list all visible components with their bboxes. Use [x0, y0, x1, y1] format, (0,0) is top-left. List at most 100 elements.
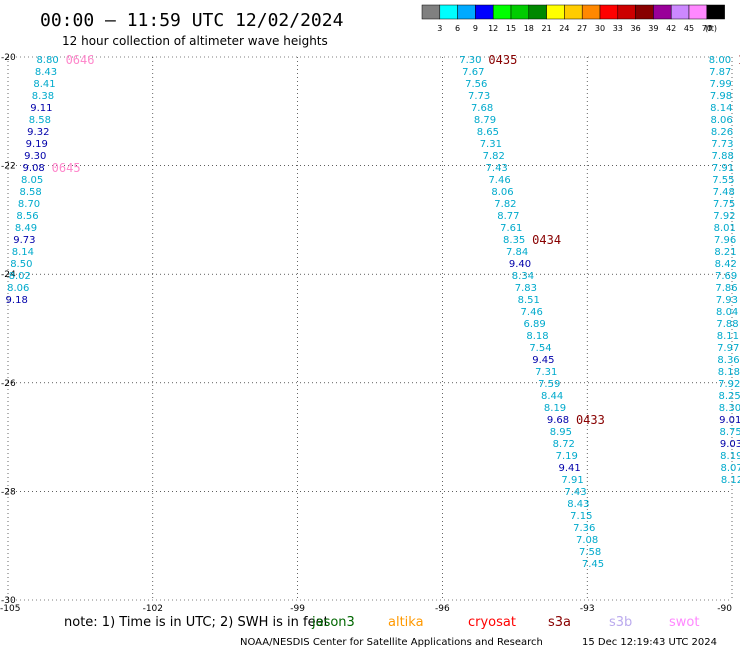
- legend-units: (ft): [705, 24, 717, 33]
- footer-note: note: 1) Time is in UTC; 2) SWH is in fe…: [64, 615, 329, 630]
- wave-height-label: 8.41: [33, 79, 55, 90]
- pass-time-label: 0433: [576, 413, 605, 427]
- wave-height-label: 7.88: [712, 151, 734, 162]
- wave-height-label: 9.32: [27, 127, 49, 138]
- wave-height-label: 8.06: [711, 115, 733, 126]
- wave-height-label: 7.30: [459, 55, 481, 66]
- wave-height-label: 8.25: [718, 391, 740, 402]
- legend-swatch: [581, 4, 601, 20]
- legend-swatch: [688, 4, 708, 20]
- axis-ticks: -20 -22 -24 -26 -28 -30-105 -102 -99 -96 -93 -90: [0, 53, 732, 614]
- chart-title: 00:00 – 11:59 UTC 12/02/2024: [40, 10, 343, 31]
- wave-height-label: 7.48: [713, 187, 735, 198]
- wave-height-label: 6.89: [523, 319, 545, 330]
- wave-height-label: 7.61: [500, 223, 522, 234]
- wave-height-label: 8.04: [716, 307, 738, 318]
- credit-text: NOAA/NESDIS Center for Satellite Applica…: [240, 637, 543, 648]
- satellite-name: altika: [388, 615, 424, 630]
- legend-swatch: [546, 4, 565, 20]
- wave-height-label: 7.08: [576, 535, 598, 546]
- pass-time-label: 1: [738, 53, 740, 67]
- wave-height-label: 8.12: [721, 475, 740, 486]
- satellite-legend: jason3 altika cryosat s3a s3b swot: [311, 615, 699, 630]
- x-tick-label: -90: [717, 604, 732, 614]
- wave-height-label: 7.96: [714, 235, 736, 246]
- y-tick-label: -26: [1, 379, 16, 389]
- pass-time-label: 0434: [532, 233, 561, 247]
- wave-height-label: 8.65: [477, 127, 499, 138]
- satellite-name: s3a: [548, 615, 571, 630]
- wave-height-label: 8.50: [10, 259, 32, 270]
- wave-height-label: 9.30: [24, 151, 46, 162]
- wave-height-label: 7.45: [582, 559, 604, 570]
- wave-height-label: 8.18: [526, 331, 548, 342]
- chart-subtitle: 12 hour collection of altimeter wave hei…: [62, 34, 328, 48]
- wave-height-label: 7.31: [535, 367, 557, 378]
- wave-height-label: 7.91: [561, 475, 583, 486]
- wave-height-label: 9.45: [532, 355, 554, 366]
- wave-height-label: 8.21: [714, 247, 736, 258]
- wave-height-label: 9.01: [719, 415, 740, 426]
- satellite-name: jason3: [311, 615, 355, 630]
- legend-swatch: [653, 4, 672, 20]
- wave-height-label: 7.92: [713, 211, 735, 222]
- legend-swatch: [617, 4, 636, 20]
- legend-swatch: [670, 4, 690, 20]
- legend-swatch: [706, 4, 725, 20]
- wave-height-label: 9.08: [23, 163, 45, 174]
- wave-height-label: 8.38: [32, 91, 54, 102]
- legend-label: 18: [524, 24, 534, 33]
- wave-height-label: 8.77: [497, 211, 519, 222]
- x-tick-label: -99: [290, 604, 305, 614]
- wave-height-label: 8.18: [718, 367, 740, 378]
- wave-height-label: 9.68: [547, 415, 569, 426]
- pass-time-label: 0435: [488, 53, 517, 67]
- wave-height-label: 8.56: [16, 211, 38, 222]
- y-tick-label: -24: [1, 270, 16, 280]
- x-tick-label: -102: [143, 604, 163, 614]
- wave-height-label: 8.36: [717, 355, 739, 366]
- wave-height-label: 7.92: [718, 379, 740, 390]
- wave-height-label: 7.46: [488, 175, 510, 186]
- legend-label: 30: [595, 24, 605, 33]
- wave-height-label: 7.36: [573, 523, 595, 534]
- satellite-name: s3b: [609, 615, 632, 630]
- legend-swatch: [599, 4, 619, 20]
- wave-height-label: 7.73: [468, 91, 490, 102]
- legend-label: 42: [666, 24, 676, 33]
- wave-height-label: 7.55: [712, 175, 734, 186]
- wave-height-label: 8.00: [709, 55, 731, 66]
- legend-label: 45: [684, 24, 694, 33]
- legend-label: 39: [648, 24, 658, 33]
- wave-height-label: 8.19: [720, 451, 740, 462]
- wave-height-label: 7.87: [709, 67, 731, 78]
- wave-height-label: 7.88: [716, 319, 738, 330]
- wave-height-label: 9.40: [509, 259, 531, 270]
- legend-swatch: [439, 4, 458, 20]
- wave-height-label: 9.11: [30, 103, 52, 114]
- wave-height-label: 8.06: [7, 283, 29, 294]
- legend-label: 3: [437, 24, 442, 33]
- pass-time-label: 0645: [52, 161, 81, 175]
- legend-label: 24: [559, 24, 569, 33]
- wave-height-label: 8.95: [550, 427, 572, 438]
- wave-height-label: 7.46: [521, 307, 543, 318]
- wave-height-label: 8.14: [710, 103, 732, 114]
- wave-height-label: 7.82: [494, 199, 516, 210]
- legend-label: 9: [473, 24, 478, 33]
- wave-height-label: 7.83: [515, 283, 537, 294]
- y-tick-label: -20: [1, 53, 16, 63]
- legend-swatch: [564, 4, 583, 20]
- x-tick-label: -93: [580, 604, 595, 614]
- wave-height-label: 8.49: [15, 223, 37, 234]
- wave-height-label: 7.58: [579, 547, 601, 558]
- legend-label: 36: [631, 24, 641, 33]
- wave-height-label: 7.82: [483, 151, 505, 162]
- wave-height-label: 8.79: [474, 115, 496, 126]
- wave-height-label: 8.19: [544, 403, 566, 414]
- legend-label: 15: [506, 24, 516, 33]
- wave-height-label: 8.80: [36, 55, 58, 66]
- wave-height-label: 8.58: [29, 115, 51, 126]
- wave-height-label: 8.30: [719, 403, 740, 414]
